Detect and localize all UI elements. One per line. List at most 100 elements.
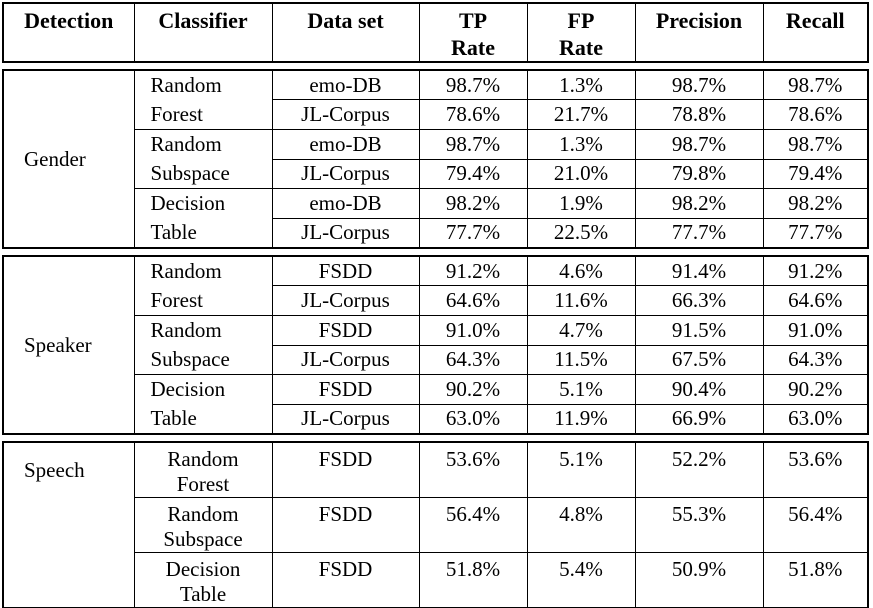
tp-rate-cell: 78.6% (418, 99, 528, 130)
precision-cell: 98.2% (634, 188, 764, 219)
tp-rate-cell: 64.3% (418, 344, 528, 375)
fp-rate-cell: 5.4% (526, 552, 636, 608)
tp-rate-cell: 77.7% (418, 217, 528, 249)
precision-cell: 78.8% (634, 99, 764, 130)
table-row: JL-Corpus 78.6% 21.7% 78.8% 78.6% (3, 99, 869, 130)
classifier-line: Forest (176, 472, 230, 496)
table-row: Decision Table FSDD 51.8% 5.4% 50.9% 51.… (3, 552, 869, 608)
tp-rate-cell: 91.2% (418, 255, 528, 287)
table-row: Gender Random Forest emo-DB 98.7% 1.3% 9… (2, 69, 869, 249)
dataset-cell: emo-DB (271, 69, 420, 101)
col-header-precision: Precision (634, 2, 764, 63)
recall-cell: 78.6% (762, 99, 869, 130)
tp-rate-cell: 56.4% (418, 497, 528, 553)
classifier-line: Decision (150, 191, 226, 215)
precision-cell: 91.4% (634, 255, 764, 287)
dataset-cell: FSDD (271, 374, 420, 405)
dataset-cell: FSDD (271, 441, 420, 498)
classifier-line: Random (150, 73, 222, 97)
header-label: FP (567, 8, 595, 33)
table-row: Random Subspace FSDD 91.0% 4.7% 91.5% 91… (3, 315, 869, 375)
recall-cell: 79.4% (762, 158, 869, 189)
table-row: Random Subspace FSDD 56.4% 4.8% 55.3% 56… (3, 497, 869, 553)
header-label: Precision (655, 8, 743, 33)
precision-cell: 90.4% (634, 374, 764, 405)
results-table-header: Detection Classifier Data set TP Rate FP… (2, 2, 869, 63)
classifier-line: Table (150, 406, 197, 430)
tp-rate-cell: 90.2% (418, 374, 528, 405)
col-header-fp-rate: FP Rate (526, 2, 636, 63)
col-header-detection: Detection (2, 2, 135, 63)
dataset-cell: JL-Corpus (271, 344, 420, 375)
fp-rate-cell: 4.8% (526, 497, 636, 553)
classifier-cell: Random Subspace (133, 497, 273, 553)
recall-cell: 98.7% (762, 129, 869, 160)
classifier-cell: Random Forest (133, 441, 273, 498)
table-row: JL-Corpus 64.6% 11.6% 66.3% 64.6% (3, 285, 869, 316)
header-label: Recall (785, 8, 845, 33)
detection-cell: Gender (2, 69, 135, 249)
header-label: Rate (451, 35, 495, 60)
classifier-line: Random (150, 132, 222, 156)
tp-rate-cell: 98.2% (418, 188, 528, 219)
classifier-line: Decision (150, 377, 226, 401)
tp-rate-cell: 98.7% (418, 69, 528, 101)
dataset-cell: JL-Corpus (271, 285, 420, 316)
detection-cell: Speaker (2, 255, 135, 435)
dataset-cell: JL-Corpus (271, 403, 420, 435)
dataset-cell: FSDD (271, 552, 420, 608)
section-speech: Speech Random Forest FSDD 53.6% 5.1% 52.… (2, 441, 869, 608)
precision-cell: 79.8% (634, 158, 764, 189)
detection-cell: Speech (2, 441, 135, 608)
tp-rate-cell: 79.4% (418, 158, 528, 189)
recall-cell: 63.0% (762, 403, 869, 435)
header-label: Classifier (158, 8, 248, 33)
classifier-line: Random (150, 318, 222, 342)
table-row: JL-Corpus 79.4% 21.0% 79.8% 79.4% (3, 158, 869, 189)
table-row: Speaker Random Forest FSDD 91.2% 4.6% 91… (2, 255, 869, 435)
precision-cell: 77.7% (634, 217, 764, 249)
col-header-recall: Recall (762, 2, 869, 63)
classifier-line: Table (179, 582, 227, 606)
col-header-tp-rate: TP Rate (418, 2, 528, 63)
tp-rate-cell: 53.6% (418, 441, 528, 498)
col-header-dataset: Data set (271, 2, 420, 63)
recall-cell: 77.7% (762, 217, 869, 249)
recall-cell: 56.4% (762, 497, 869, 553)
classifier-line: Subspace (150, 161, 230, 185)
precision-cell: 67.5% (634, 344, 764, 375)
fp-rate-cell: 4.6% (526, 255, 636, 287)
classifier-cell: Random Subspace (133, 315, 273, 375)
fp-rate-cell: 5.1% (526, 441, 636, 498)
classifier-line: Forest (150, 288, 204, 312)
table-row: JL-Corpus 63.0% 11.9% 66.9% 63.0% (3, 403, 869, 435)
tp-rate-cell: 64.6% (418, 285, 528, 316)
col-header-classifier: Classifier (133, 2, 273, 63)
classifier-cell: Decision Table (133, 188, 273, 249)
recall-cell: 91.2% (762, 255, 869, 287)
header-label: Detection (24, 8, 114, 33)
recall-cell: 64.6% (762, 285, 869, 316)
header-row: Detection Classifier Data set TP Rate FP… (2, 2, 869, 63)
classifier-line: Forest (150, 102, 204, 126)
section-speaker: Speaker Random Forest FSDD 91.2% 4.6% 91… (2, 255, 869, 435)
classifier-line: Table (150, 220, 197, 244)
precision-cell: 52.2% (634, 441, 764, 498)
fp-rate-cell: 11.9% (526, 403, 636, 435)
precision-cell: 98.7% (634, 129, 764, 160)
dataset-cell: FSDD (271, 497, 420, 553)
classifier-line: Random (167, 502, 239, 526)
dataset-cell: FSDD (271, 315, 420, 346)
fp-rate-cell: 4.7% (526, 315, 636, 346)
precision-cell: 55.3% (634, 497, 764, 553)
fp-rate-cell: 1.3% (526, 69, 636, 101)
recall-cell: 53.6% (762, 441, 869, 498)
classifier-cell: Random Subspace (133, 129, 273, 189)
fp-rate-cell: 1.3% (526, 129, 636, 160)
classifier-cell: Decision Table (133, 552, 273, 608)
dataset-cell: emo-DB (271, 129, 420, 160)
header-label: Rate (559, 35, 603, 60)
tp-rate-cell: 63.0% (418, 403, 528, 435)
classifier-cell: Random Forest (133, 69, 273, 130)
